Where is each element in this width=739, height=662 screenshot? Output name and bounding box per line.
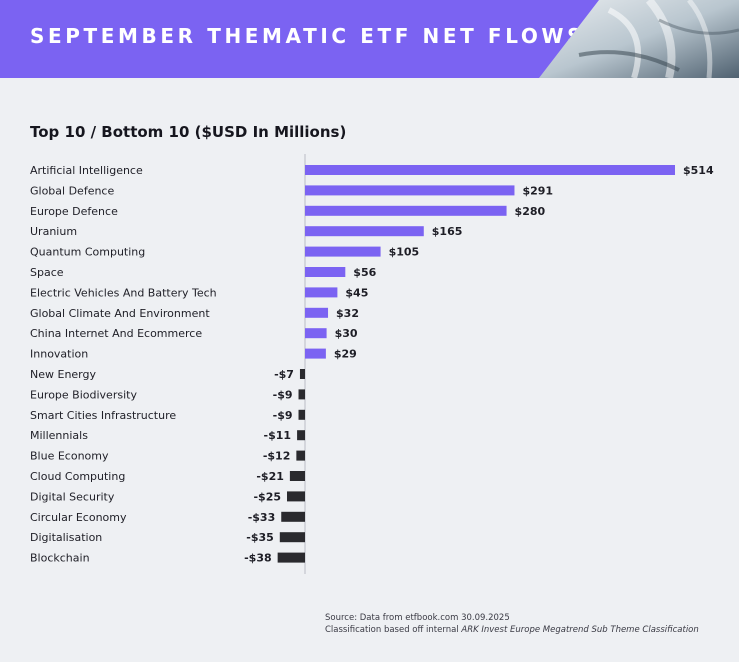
category-label: Electric Vehicles And Battery Tech — [30, 286, 217, 299]
value-label: -$9 — [273, 409, 293, 422]
bar — [298, 389, 305, 400]
bar — [305, 205, 507, 216]
classification-prefix: Classification based off internal — [325, 625, 462, 635]
value-label: -$33 — [248, 511, 276, 524]
category-label: Europe Defence — [30, 205, 118, 218]
value-label: $105 — [389, 246, 420, 259]
category-label: Global Climate And Environment — [30, 307, 210, 320]
category-label: Space — [30, 266, 64, 279]
bar — [289, 471, 305, 481]
bar — [305, 267, 346, 277]
value-label: -$25 — [253, 490, 281, 503]
value-label: $32 — [336, 307, 359, 320]
bar — [305, 246, 381, 257]
value-label: -$7 — [274, 368, 294, 381]
bar — [298, 409, 305, 420]
value-label: $30 — [335, 327, 358, 340]
category-label: Cloud Computing — [30, 470, 125, 483]
bar — [305, 328, 327, 339]
value-label: $280 — [515, 205, 546, 218]
source-line: Source: Data from etfbook.com 30.09.2025 — [325, 613, 510, 623]
value-label: $291 — [522, 184, 553, 197]
value-label: $165 — [432, 225, 463, 238]
category-label: Quantum Computing — [30, 246, 145, 259]
bar — [305, 185, 515, 196]
category-label: Europe Biodiversity — [30, 388, 137, 401]
classification-name: ARK Invest Europe Megatrend Sub Theme Cl… — [461, 625, 699, 635]
bar — [305, 165, 675, 175]
bar — [296, 450, 305, 461]
category-label: New Energy — [30, 368, 96, 381]
value-label: -$38 — [244, 552, 272, 565]
bar — [279, 532, 305, 543]
chart-title: Top 10 / Bottom 10 ($USD In Millions) — [30, 123, 347, 141]
category-label: Global Defence — [30, 184, 114, 197]
value-label: $45 — [345, 286, 368, 299]
bar-chart: Artificial Intelligence $514 Global Defenc… — [30, 154, 714, 574]
category-label: Digital Security — [30, 490, 115, 503]
bar — [287, 491, 305, 502]
bar — [305, 226, 424, 237]
value-label: $29 — [334, 348, 357, 361]
category-label: Millennials — [30, 429, 88, 442]
category-label: Smart Cities Infrastructure — [30, 409, 176, 422]
value-label: $514 — [683, 164, 714, 177]
bar — [281, 511, 305, 522]
bar — [305, 287, 338, 298]
bar — [277, 552, 305, 563]
classification-line: Classification based off internal ARK In… — [325, 624, 699, 636]
value-label: -$12 — [263, 450, 291, 463]
header-banner: SEPTEMBER THEMATIC ETF NET FLOWS — [0, 0, 739, 78]
bar — [305, 307, 329, 318]
category-label: China Internet And Ecommerce — [30, 327, 202, 340]
banner-title: SEPTEMBER THEMATIC ETF NET FLOWS — [30, 24, 586, 48]
bar — [297, 430, 305, 441]
value-label: -$35 — [246, 531, 274, 544]
category-label: Circular Economy — [30, 511, 127, 524]
category-label: Uranium — [30, 225, 77, 238]
category-label: Blue Economy — [30, 450, 109, 463]
value-label: -$9 — [273, 388, 293, 401]
value-label: -$11 — [264, 429, 292, 442]
source-note: Source: Data from etfbook.com 30.09.2025… — [325, 612, 699, 636]
category-label: Digitalisation — [30, 531, 102, 544]
value-label: -$21 — [256, 470, 284, 483]
bar — [305, 348, 326, 359]
category-label: Artificial Intelligence — [30, 164, 143, 177]
category-label: Blockchain — [30, 552, 90, 565]
category-label: Innovation — [30, 348, 88, 361]
bar — [299, 369, 305, 379]
waterfall-image — [539, 0, 739, 78]
value-label: $56 — [353, 266, 376, 279]
